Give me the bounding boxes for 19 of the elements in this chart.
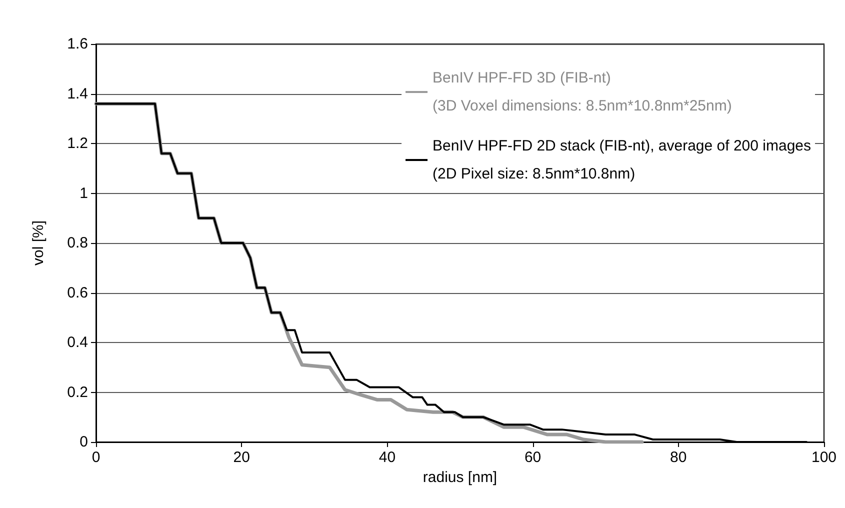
x-tick-label: 100: [811, 449, 837, 466]
y-tick-label: 0.8: [67, 234, 88, 252]
x-tick-label: 0: [92, 449, 100, 466]
y-tick-label: 1.4: [67, 85, 88, 102]
y-axis-title: vol [%]: [30, 220, 47, 266]
y-tick-label: 0.2: [67, 384, 88, 401]
y-tick-label: 0.4: [67, 334, 88, 351]
x-tick-label: 20: [233, 449, 250, 466]
x-axis-title: radius [nm]: [422, 469, 498, 486]
x-tick-label: 40: [378, 449, 396, 466]
y-tick-label: 0.6: [67, 284, 88, 302]
y-tick-label: 1.2: [67, 135, 88, 152]
legend-label: BenIV HPF-FD 2D stack (FIB-nt), average of 200 images (2D Pixel size: 8.5nm*10.8nm): [432, 138, 812, 182]
y-tick-label: 0: [80, 434, 88, 450]
y-tick-label: 1.6: [67, 36, 88, 52]
x-tick-label: 80: [670, 449, 687, 466]
legend-label: BenIV HPF-FD 3D (FIB-nt) (3D Voxel dimensions: 8.5nm*10.8nm*25nm): [432, 70, 732, 114]
x-tick-label: 60: [524, 449, 542, 466]
y-tick-label: 1: [80, 184, 88, 202]
